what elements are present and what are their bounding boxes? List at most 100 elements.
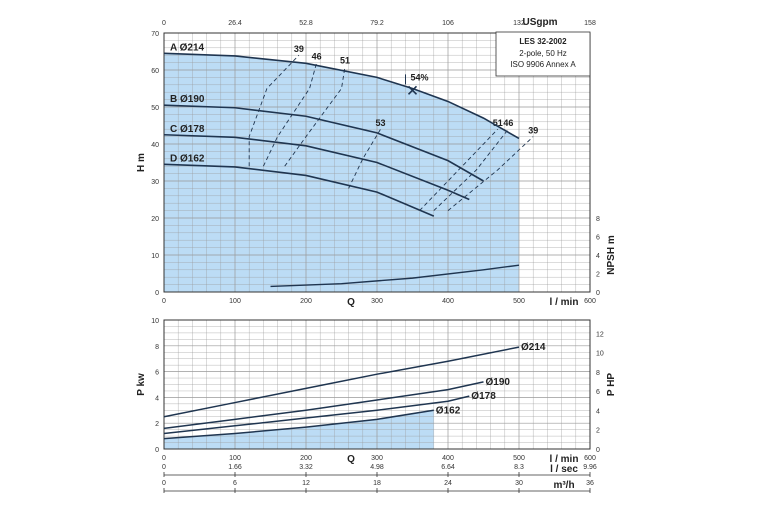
x-tick-label: 500 [513,298,525,305]
bottom-axis-tick-label: 6 [233,480,237,487]
top-tick-label: 26.4 [228,20,242,27]
y-tick-label: 4 [155,395,159,402]
bottom-axis-unit: m³/h [553,480,574,491]
power-curve [163,395,470,435]
head-curve-label: D Ø162 [170,153,205,164]
efficiency-line [248,54,300,167]
top-tick-label: 132 [513,20,525,27]
top-tick-label: 52.8 [299,20,313,27]
y-tick-label: 60 [151,68,159,75]
head-curve [163,52,520,140]
top-tick-label: 158 [584,20,596,27]
power-curve [163,381,484,430]
x-axis-unit: l / min [550,454,579,465]
power-curve-label: Ø178 [471,391,496,402]
head-curve [163,163,435,217]
x-tick-label: 600 [584,455,596,462]
bottom-axis-tick-label: 36 [586,480,594,487]
efficiency-label: 53 [376,118,386,128]
y-tick-label: 10 [151,253,159,260]
power-curve-label: Ø190 [486,377,511,388]
power-chart-panel: 0 100 200 300 400 500 600 Q l / min 0 2 4 6 8 10 P kw 0 2… [136,318,617,465]
y-tick-label: 0 [155,447,159,454]
plot-frame [163,32,591,293]
bottom-axis-unit: l / sec [550,464,578,475]
efficiency-line [262,62,318,167]
efficiency-label: 51 [340,55,350,65]
hp-tick-label: 6 [596,389,600,396]
head-curve-label: A Ø214 [170,42,205,53]
top-tick-label: 0 [162,20,166,27]
bottom-axis-tick-label: 24 [444,480,452,487]
bottom-axis-tick-label: 3.32 [299,464,313,471]
efficiency-label: 46 [503,118,513,128]
hp-tick-label: 12 [596,331,604,338]
y-axis-label: H m [136,153,147,172]
y-tick-label: 30 [151,179,159,186]
top-tick-label: 106 [442,20,454,27]
x-tick-label: 0 [162,298,166,305]
y-tick-label: 10 [151,318,159,325]
npsh-axis-label: NPSH m [606,235,617,275]
hp-tick-label: 4 [596,408,600,415]
y-tick-label: 50 [151,105,159,112]
info-box: LES 32-2002 2-pole, 50 Hz ISO 9906 Annex… [495,31,591,77]
bottom-axis-tick-label: 12 [302,480,310,487]
npsh-tick-label: 8 [596,216,600,223]
power-curve [163,409,434,440]
head-curve [163,104,484,182]
y-tick-label: 70 [151,31,159,38]
efficiency-line [348,128,381,189]
best-efficiency-label: 54% [411,72,429,82]
npsh-tick-label: 6 [596,235,600,242]
x-tick-label: 100 [229,298,241,305]
x-tick-label: 100 [229,455,241,462]
efficiency-line [284,66,346,167]
npsh-curve [270,264,520,288]
bottom-axis-tick-label: 8.3 [514,464,524,471]
y-tick-label: 40 [151,142,159,149]
best-efficiency-point [407,85,418,95]
bottom-axis-tick-label: 1.66 [228,464,242,471]
info-title: LES 32-2002 [519,37,567,46]
x-tick-label: 400 [442,455,454,462]
y-tick-label: 2 [155,421,159,428]
x-axis-label: Q [347,454,355,465]
x-tick-label: 300 [371,298,383,305]
npsh-tick-label: 0 [596,290,600,297]
bottom-axis-tick-label: 0 [162,464,166,471]
y-tick-label: 6 [155,370,159,377]
efficiency-label: 46 [312,52,322,62]
x-tick-label: 600 [584,298,596,305]
head-curve-label: C Ø178 [170,124,205,135]
bottom-axis-tick-label: 6.64 [441,464,455,471]
y-tick-label: 20 [151,216,159,223]
info-line-2: ISO 9906 Annex A [510,60,576,69]
head-curve-label: B Ø190 [170,94,205,105]
power-curve [163,346,520,418]
hp-tick-label: 8 [596,370,600,377]
x-axis-label: Q [347,297,355,308]
top-tick-label: 79.2 [370,20,384,27]
efficiency-label: 39 [528,126,538,136]
bottom-axis-tick-label: 18 [373,480,381,487]
efficiency-label: 39 [294,44,304,54]
head-curve [163,133,470,201]
bottom-axis-tick-label: 9.96 [583,464,597,471]
efficiency-line [433,128,509,211]
hp-tick-label: 2 [596,428,600,435]
x-tick-label: 0 [162,455,166,462]
efficiency-label: 51 [493,118,503,128]
x-tick-label: 200 [300,455,312,462]
x-axis-unit: l / min [550,297,579,308]
efficiency-line [419,128,499,211]
hp-axis-label: P HP [606,373,617,396]
power-curve-label: Ø162 [436,405,461,416]
hp-tick-label: 10 [596,351,604,358]
x-tick-label: 200 [300,298,312,305]
y-axis-label: P kw [136,373,147,396]
bottom-axis-tick-label: 0 [162,480,166,487]
plot-frame [163,319,591,450]
operating-area [164,53,519,292]
hp-tick-label: 0 [596,447,600,454]
